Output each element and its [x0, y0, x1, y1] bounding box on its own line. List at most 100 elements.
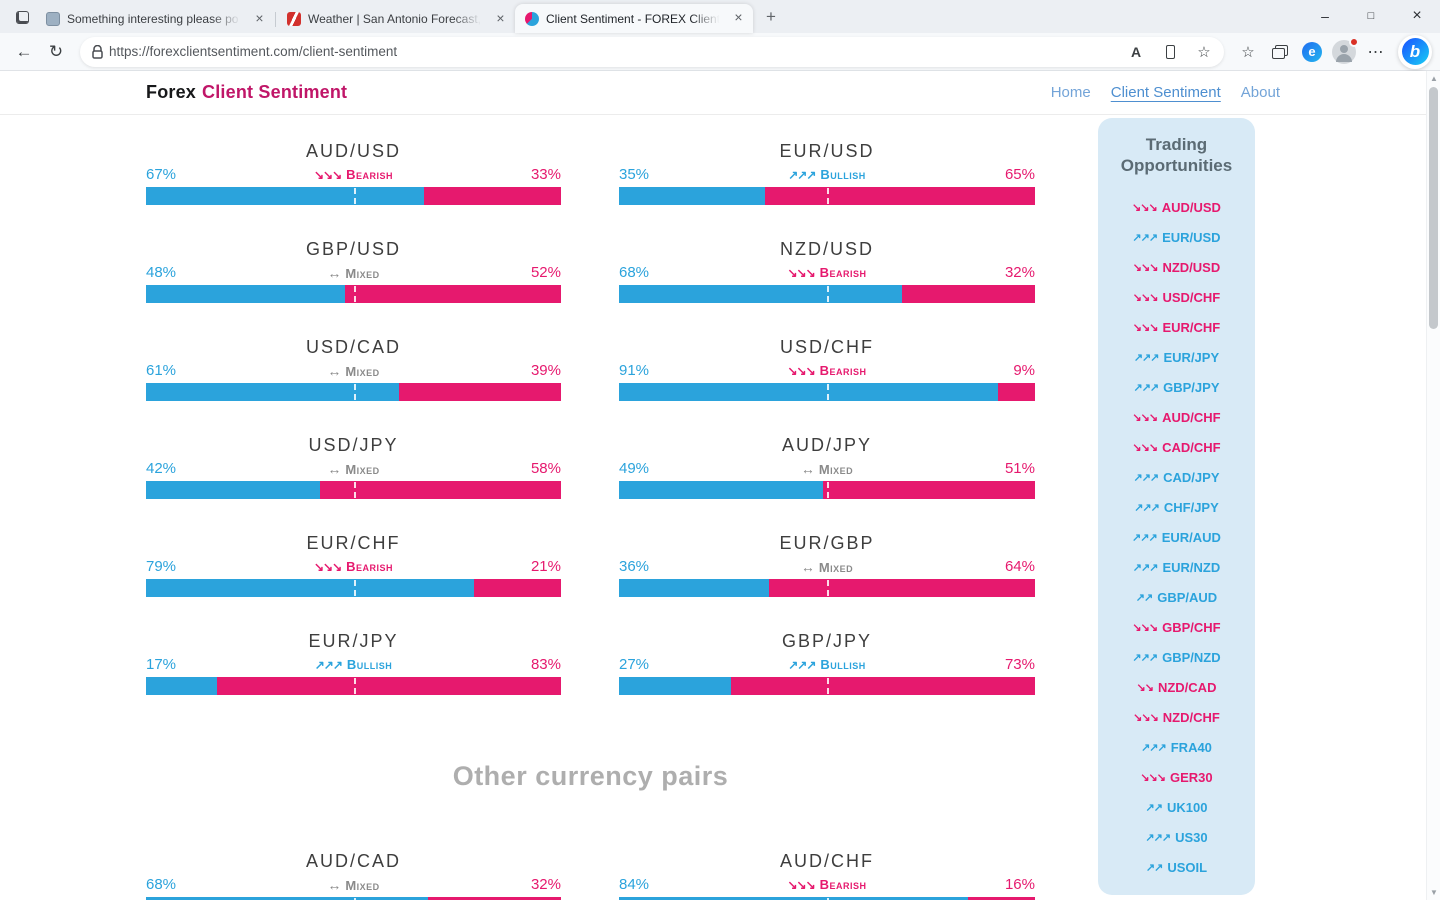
- opportunity-eurjpy[interactable]: ↗↗↗ EUR/JPY: [1098, 343, 1255, 373]
- opportunity-cadchf[interactable]: ↘↘↘ CAD/CHF: [1098, 433, 1255, 463]
- add-favorite-star-icon[interactable]: ☆: [1197, 43, 1211, 61]
- sentiment-bar: [619, 383, 1035, 401]
- tab-actions-menu-button[interactable]: [8, 4, 36, 30]
- opportunity-gbpjpy[interactable]: ↗↗↗ GBP/JPY: [1098, 373, 1255, 403]
- opportunity-audchf[interactable]: ↘↘↘ AUD/CHF: [1098, 403, 1255, 433]
- site-header: Forex Client Sentiment Home Client Sentim…: [0, 71, 1440, 115]
- close-icon[interactable]: ×: [496, 9, 505, 26]
- short-percentage: 39%: [530, 362, 561, 379]
- tab-3-active[interactable]: Client Sentiment - FOREX Client ×: [515, 4, 753, 33]
- short-percentage: 9%: [1013, 362, 1035, 379]
- opportunity-pair: GBP/AUD: [1157, 590, 1218, 605]
- collections-icon[interactable]: [1264, 37, 1296, 67]
- sentiment-label: ↗↗↗ Bullish: [677, 167, 977, 182]
- opportunity-fra40[interactable]: ↗↗↗ FRA40: [1098, 733, 1255, 763]
- opportunity-usoil[interactable]: ↗↗ USOIL: [1098, 853, 1255, 883]
- long-bar-segment: [146, 383, 400, 401]
- pair-title: EUR/USD: [779, 141, 875, 161]
- bar-midline: [353, 678, 356, 694]
- bar-midline: [827, 188, 829, 204]
- opportunity-audusd[interactable]: ↘↘↘ AUD/USD: [1098, 193, 1255, 223]
- opportunity-pair: GBP/NZD: [1162, 650, 1221, 665]
- opportunity-pair: USD/CHF: [1162, 290, 1221, 305]
- tab-title: Weather | San Antonio Forecast,: [308, 12, 481, 26]
- sentiment-arrows-icon: ↔: [327, 264, 341, 281]
- back-button[interactable]: ←: [15, 41, 33, 61]
- editor-extension-icon[interactable]: e: [1296, 37, 1328, 67]
- opportunity-pair: EUR/JPY: [1163, 350, 1220, 365]
- opportunity-ger30[interactable]: ↘↘↘ GER30: [1098, 763, 1255, 793]
- trend-arrows-icon: ↗↗↗: [1132, 652, 1158, 664]
- opportunity-nzdusd[interactable]: ↘↘↘ NZD/USD: [1098, 253, 1255, 283]
- tab-2[interactable]: Weather | San Antonio Forecast, ×: [277, 5, 515, 33]
- page-scrollbar[interactable]: ▲ ▼: [1426, 71, 1440, 900]
- pair-block-usdcad: USD/CAD 61% ↔ Mixed 39%: [146, 337, 561, 401]
- sentiment-arrows-icon: ↔: [800, 460, 815, 477]
- new-tab-button[interactable]: +: [766, 7, 776, 26]
- long-percentage: 17%: [146, 656, 177, 673]
- pair-title: USD/CHF: [780, 337, 874, 357]
- sentiment-bar: [146, 897, 561, 900]
- sentiment-bar: [619, 187, 1035, 205]
- opportunity-uk100[interactable]: ↗↗ UK100: [1098, 793, 1255, 823]
- opportunity-pair: EUR/NZD: [1162, 560, 1221, 575]
- nav-home[interactable]: Home: [1050, 84, 1091, 101]
- close-icon[interactable]: ×: [734, 9, 743, 25]
- opportunity-us30[interactable]: ↗↗↗ US30: [1098, 823, 1255, 853]
- bar-midline: [827, 580, 829, 596]
- long-bar-segment: [619, 383, 998, 401]
- trend-arrows-icon: ↘↘↘: [1132, 262, 1159, 274]
- opportunity-nzdcad[interactable]: ↘↘ NZD/CAD: [1098, 673, 1255, 703]
- web-page: Forex Client Sentiment Home Client Sentim…: [0, 71, 1440, 900]
- favorites-hub-icon[interactable]: ☆: [1241, 43, 1255, 61]
- opportunity-pair: EUR/USD: [1162, 230, 1221, 245]
- scroll-down-icon[interactable]: ▼: [1430, 888, 1438, 897]
- opportunity-cadjpy[interactable]: ↗↗↗ CAD/JPY: [1098, 463, 1255, 493]
- sentiment-text: Mixed: [818, 461, 854, 477]
- opportunity-euraud[interactable]: ↗↗↗ EUR/AUD: [1098, 523, 1255, 553]
- maximize-button[interactable]: □: [1367, 10, 1375, 22]
- opportunity-gbpnzd[interactable]: ↗↗↗ GBP/NZD: [1098, 643, 1255, 673]
- opportunity-chfjpy[interactable]: ↗↗↗ CHF/JPY: [1098, 493, 1255, 523]
- trend-arrows-icon: ↗↗↗: [1134, 502, 1160, 514]
- opportunity-gbpaud[interactable]: ↗↗ GBP/AUD: [1098, 583, 1255, 613]
- opportunity-pair: UK100: [1166, 800, 1208, 815]
- address-bar[interactable]: https://forexclientsentiment.com/client-…: [80, 36, 1224, 67]
- settings-menu-button[interactable]: ⋯: [1367, 43, 1385, 61]
- scroll-up-icon[interactable]: ▲: [1430, 74, 1438, 83]
- sentiment-bar: [146, 383, 561, 401]
- opportunity-usdchf[interactable]: ↘↘↘ USD/CHF: [1098, 283, 1255, 313]
- close-icon[interactable]: ×: [255, 9, 264, 26]
- sentiment-label: ↗↗↗ Bullish: [677, 657, 977, 672]
- sentiment-label: ↔ Mixed: [204, 877, 503, 893]
- opportunity-eurchf[interactable]: ↘↘↘ EUR/CHF: [1098, 313, 1255, 343]
- send-to-devices-icon[interactable]: [1156, 39, 1184, 65]
- nav-about[interactable]: About: [1240, 84, 1280, 101]
- refresh-button[interactable]: ↻: [48, 41, 64, 61]
- opportunity-nzdchf[interactable]: ↘↘↘ NZD/CHF: [1098, 703, 1255, 733]
- pair-block-usdchf: USD/CHF 91% ↘↘↘ Bearish 9%: [619, 337, 1035, 401]
- profile-button[interactable]: [1328, 36, 1360, 67]
- sentiment-text: Mixed: [818, 559, 854, 575]
- opportunity-eurusd[interactable]: ↗↗↗ EUR/USD: [1098, 223, 1255, 253]
- window-close-button[interactable]: ×: [1412, 7, 1422, 24]
- minimize-button[interactable]: –: [1321, 8, 1329, 24]
- sentiment-label: ↘↘↘ Bearish: [677, 877, 977, 892]
- bing-sidebar-button[interactable]: b: [1398, 34, 1432, 69]
- opportunity-eurnzd[interactable]: ↗↗↗ EUR/NZD: [1098, 553, 1255, 583]
- url-text[interactable]: https://forexclientsentiment.com/client-…: [109, 44, 398, 59]
- sentiment-label: ↗↗↗ Bullish: [204, 657, 503, 672]
- site-logo[interactable]: Forex Client Sentiment: [146, 82, 347, 103]
- trend-arrows-icon: ↘↘↘: [1133, 712, 1159, 724]
- nav-client-sentiment[interactable]: Client Sentiment: [1110, 84, 1221, 101]
- read-aloud-icon[interactable]: A: [1130, 43, 1142, 60]
- long-percentage: 36%: [619, 558, 650, 575]
- opportunity-gbpchf[interactable]: ↘↘↘ GBP/CHF: [1098, 613, 1255, 643]
- long-percentage: 49%: [619, 460, 650, 477]
- bar-midline: [353, 384, 356, 400]
- tab-1[interactable]: Something interesting please po ×: [36, 5, 274, 33]
- sentiment-bar: [146, 285, 561, 303]
- scrollbar-thumb[interactable]: [1429, 87, 1438, 329]
- short-percentage: 65%: [1004, 166, 1035, 183]
